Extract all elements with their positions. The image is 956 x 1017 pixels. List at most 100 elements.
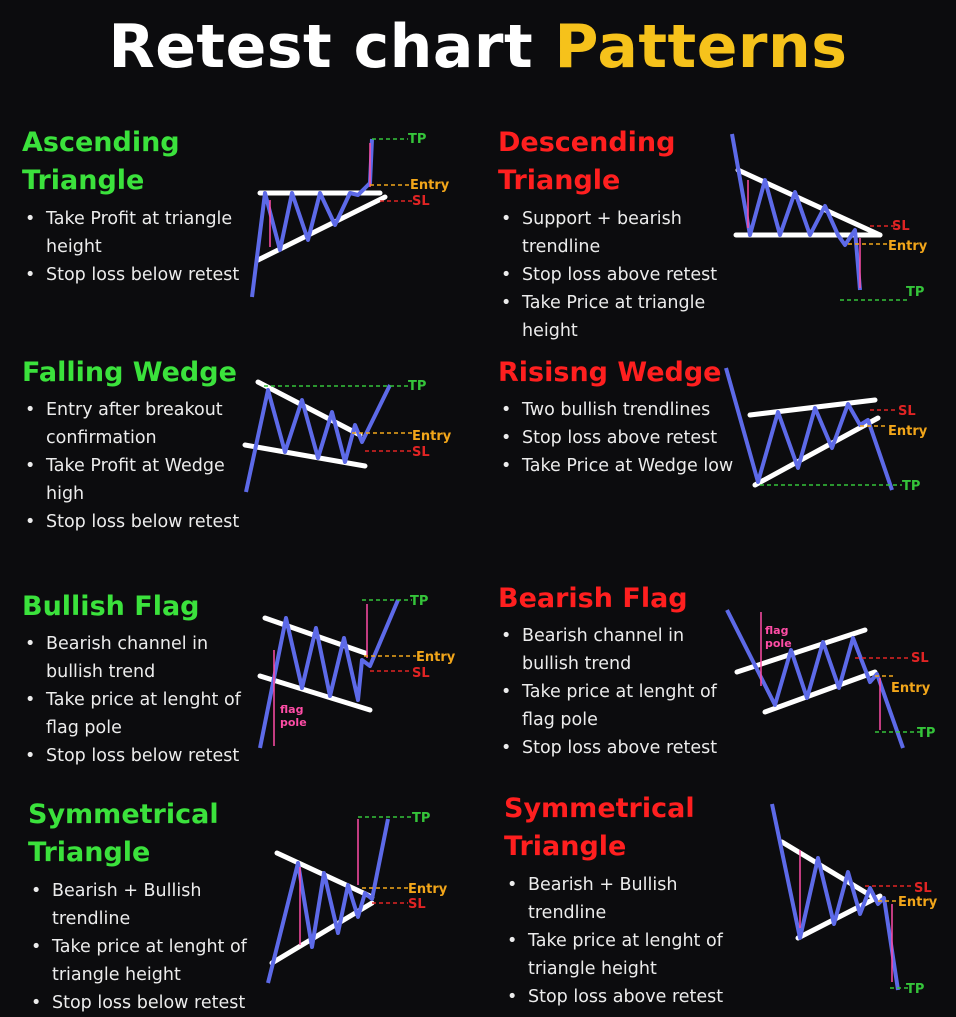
list-item: Bearish channel in bullish trend	[22, 630, 270, 686]
list-item: Stop loss below retest	[28, 989, 268, 1017]
flag-pole-label: flag	[280, 703, 303, 716]
bullet-list: Two bullish trendlines Stop loss above r…	[498, 396, 738, 480]
tp-label: TP	[408, 379, 426, 394]
price-line	[730, 133, 862, 291]
sl-label: SL	[914, 881, 932, 896]
bullet-list: Take Profit at triangle height Stop loss…	[22, 205, 262, 289]
bullet-list: Entry after breakout confirmation Take P…	[22, 396, 262, 536]
page-title: Retest chart Patterns	[0, 12, 956, 82]
entry-label: Entry	[891, 681, 931, 696]
list-item: Bearish + Bullish trendline	[504, 871, 744, 927]
upper-channel-line	[734, 627, 868, 675]
descending-triangle-diagram: SL Entry TP	[730, 133, 928, 301]
lower-trendline	[752, 415, 881, 488]
tp-label: TP	[412, 811, 430, 826]
list-item: Stop loss above retest	[498, 261, 738, 289]
price-line	[244, 384, 392, 493]
list-item: Stop loss above retest	[498, 734, 738, 762]
list-item: Bearish + Bullish trendline	[28, 877, 268, 933]
list-item: Take price at lenght of flag pole	[498, 678, 738, 734]
flag-pole-label: pole	[765, 637, 792, 650]
list-item: Take Profit at Wedge high	[22, 452, 262, 508]
list-item: Stop loss above retest	[498, 424, 738, 452]
list-item: Take Profit at triangle height	[22, 205, 262, 261]
pattern-title: Risisng Wedge	[498, 357, 722, 388]
tp-label: TP	[917, 726, 935, 741]
falling-wedge-diagram: TP Entry SL	[242, 379, 452, 493]
entry-label: Entry	[416, 650, 456, 665]
tp-label: TP	[902, 479, 920, 494]
list-item: Stop loss above retest	[504, 983, 744, 1011]
pattern-title: Symmetrical Triangle	[28, 799, 219, 869]
list-item: Stop loss below retest	[22, 742, 270, 770]
list-item: Take Price at triangle height	[498, 289, 738, 345]
flag-pole-label: pole	[280, 716, 307, 729]
panel-falling-wedge: Falling Wedge Entry after breakout confi…	[22, 354, 262, 536]
list-item: Take Price at Wedge low	[498, 452, 738, 480]
panel-rising-wedge: Risisng Wedge Two bullish trendlines Sto…	[498, 354, 738, 480]
price-line	[724, 367, 894, 491]
title-part-white: Retest chart	[108, 12, 534, 82]
sl-label: SL	[911, 651, 929, 666]
bullet-list: Bearish + Bullish trendline Take price a…	[28, 877, 268, 1017]
tp-label: TP	[906, 285, 924, 300]
sl-label: SL	[412, 194, 430, 209]
panel-ascending-triangle: Ascending Triangle Take Profit at triang…	[22, 124, 262, 289]
panel-symmetrical-triangle-bullish: Symmetrical Triangle Bearish + Bullish t…	[28, 796, 268, 1017]
price-line	[725, 609, 905, 749]
bullet-list: Support + bearish trendline Stop loss ab…	[498, 205, 738, 345]
list-item: Two bullish trendlines	[498, 396, 738, 424]
pattern-title: Descending Triangle	[498, 127, 676, 197]
upper-trendline	[255, 379, 363, 438]
entry-label: Entry	[898, 895, 938, 910]
pattern-title: Falling Wedge	[22, 357, 237, 388]
pattern-title: Bullish Flag	[22, 591, 200, 622]
support-trendline	[255, 194, 388, 263]
panel-descending-triangle: Descending Triangle Support + bearish tr…	[498, 124, 738, 345]
price-line	[266, 818, 390, 984]
sl-label: SL	[892, 219, 910, 234]
resistance-trendline	[735, 167, 883, 238]
lower-channel-line	[257, 673, 373, 713]
list-item: Entry after breakout confirmation	[22, 396, 262, 452]
tp-label: TP	[408, 132, 426, 147]
list-item: Support + bearish trendline	[498, 205, 738, 261]
bullet-list: Bearish channel in bullish trend Take pr…	[498, 622, 738, 762]
pattern-title: Symmetrical Triangle	[504, 793, 695, 863]
panel-symmetrical-triangle-bearish: Symmetrical Triangle Bearish + Bullish t…	[504, 790, 744, 1011]
bearish-flag-diagram: flag pole SL Entry TP	[725, 609, 935, 749]
list-item: Stop loss below retest	[22, 508, 262, 536]
list-item: Bearish channel in bullish trend	[498, 622, 738, 678]
price-line	[258, 599, 400, 749]
tp-label: TP	[906, 982, 924, 997]
list-item: Take price at lenght of triangle height	[504, 927, 744, 983]
sl-label: SL	[408, 897, 426, 912]
price-line	[250, 138, 374, 298]
list-item: Stop loss below retest	[22, 261, 262, 289]
entry-label: Entry	[888, 424, 928, 439]
list-item: Take price at lenght of flag pole	[22, 686, 270, 742]
rising-wedge-diagram: SL Entry TP	[724, 367, 928, 494]
entry-label: Entry	[410, 178, 450, 193]
upper-trendline	[747, 397, 878, 418]
title-part-yellow: Patterns	[554, 12, 848, 82]
list-item: Take price at lenght of triangle height	[28, 933, 268, 989]
bullish-flag-diagram: flag pole TP Entry SL	[257, 594, 456, 749]
entry-label: Entry	[408, 882, 448, 897]
entry-label: Entry	[412, 429, 452, 444]
panel-bullish-flag: Bullish Flag Bearish channel in bullish …	[22, 588, 270, 770]
pattern-title: Ascending Triangle	[22, 127, 180, 197]
sl-label: SL	[898, 404, 916, 419]
bullet-list: Bearish channel in bullish trend Take pr…	[22, 630, 270, 770]
upper-trendline	[779, 839, 881, 903]
symmetrical-triangle-bearish-diagram: SL Entry TP	[770, 803, 938, 997]
symmetrical-triangle-bullish-diagram: TP Entry SL	[266, 811, 448, 984]
lower-channel-line	[762, 669, 878, 715]
entry-label: Entry	[888, 239, 928, 254]
sl-label: SL	[412, 666, 430, 681]
bullet-list: Bearish + Bullish trendline Take price a…	[504, 871, 744, 1011]
tp-label: TP	[410, 594, 428, 609]
pattern-title: Bearish Flag	[498, 583, 688, 614]
flag-pole-label: flag	[765, 624, 788, 637]
panel-bearish-flag: Bearish Flag Bearish channel in bullish …	[498, 580, 738, 762]
